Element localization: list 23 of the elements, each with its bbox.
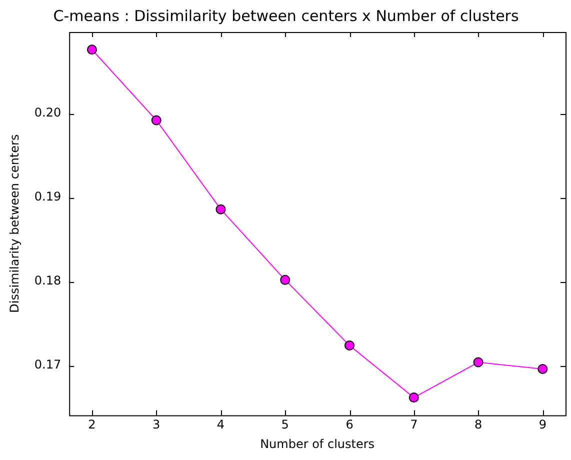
x-tick-label: 2 xyxy=(88,418,96,432)
chart-title: C-means : Dissimilarity between centers x Number of clusters xyxy=(53,6,519,25)
point xyxy=(86,44,97,55)
x-tick-label: 6 xyxy=(346,418,354,432)
x-axis-title: Number of clusters xyxy=(260,436,375,451)
y-tick-label: 0.19 xyxy=(34,190,62,204)
x-tick-label: 3 xyxy=(152,418,160,432)
point xyxy=(344,340,354,350)
x-tick-label: 7 xyxy=(410,418,418,432)
y-tick-label: 0.20 xyxy=(34,106,62,120)
y-tick-label: 0.17 xyxy=(34,358,62,372)
x-tick-label: 4 xyxy=(216,418,225,432)
y-axis-title: Dissimilarity between centers xyxy=(7,134,22,313)
point xyxy=(408,392,419,403)
x-tick-label: 8 xyxy=(474,418,482,432)
x-tick-label: 5 xyxy=(281,418,289,432)
x-tick-label: 9 xyxy=(538,418,546,432)
point xyxy=(151,115,162,126)
point xyxy=(473,357,484,368)
point xyxy=(216,204,226,214)
point xyxy=(538,364,548,374)
point xyxy=(280,274,290,285)
y-tick-label: 0.18 xyxy=(34,274,62,288)
